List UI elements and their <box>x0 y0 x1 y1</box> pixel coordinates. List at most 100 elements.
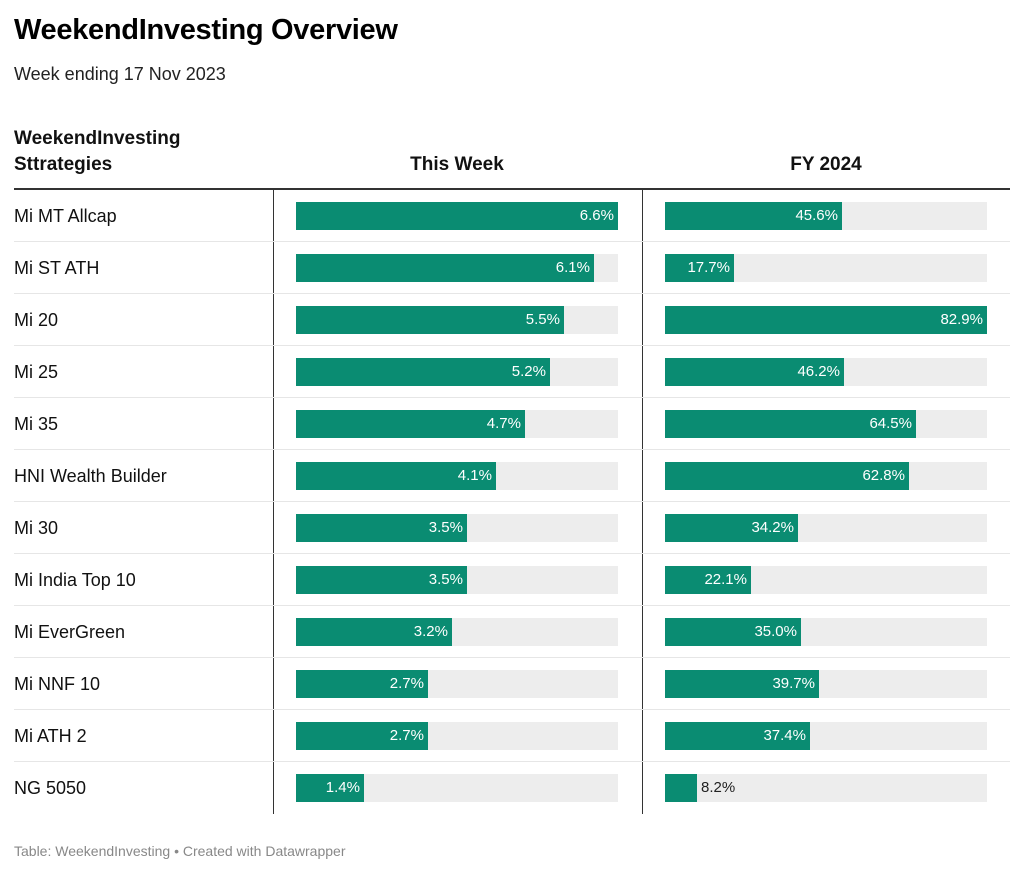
fy-value-label: 22.1% <box>704 571 747 588</box>
table-row: HNI Wealth Builder 4.1% 62.8% <box>14 450 1010 502</box>
fy-bar-track: 46.2% <box>665 358 987 386</box>
header-divider <box>14 188 1010 190</box>
column-divider-right <box>642 190 643 814</box>
table-row: Mi EverGreen 3.2% 35.0% <box>14 606 1010 658</box>
fy-bar-mi-mt-allcap <box>665 202 842 230</box>
week-bar-track: 4.7% <box>296 410 618 438</box>
fy-bar-mi-evergreen <box>665 618 801 646</box>
fy-bar-mi-20 <box>665 306 987 334</box>
fy-bar-mi-25 <box>665 358 844 386</box>
fy-bar-mi-st-ath <box>665 254 734 282</box>
week-value-label: 4.1% <box>457 467 492 484</box>
week-bar-mi-25 <box>296 358 550 386</box>
column-header-strategies: WeekendInvesting Sttrategies <box>14 128 181 175</box>
row-label-ng-5050: NG 5050 <box>14 778 87 798</box>
fy-bar-track: 37.4% <box>665 722 987 750</box>
week-value-label: 5.5% <box>525 311 560 328</box>
table-row: Mi 25 5.2% 46.2% <box>14 346 1010 398</box>
week-value-label: 3.5% <box>428 519 463 536</box>
fy-bar-mi-ath-2 <box>665 722 810 750</box>
table-row: NG 5050 1.4% 8.2% <box>14 762 1010 814</box>
row-label-mi-ath-2: Mi ATH 2 <box>14 726 87 746</box>
column-header-fy-2024: FY 2024 <box>790 154 862 175</box>
week-bar-track: 6.1% <box>296 254 618 282</box>
table-row: Mi 35 4.7% 64.5% <box>14 398 1010 450</box>
fy-bar-track: 39.7% <box>665 670 987 698</box>
week-value-label: 6.1% <box>555 259 590 276</box>
row-label-mi-35: Mi 35 <box>14 414 59 434</box>
table-body: Mi MT Allcap 6.6% 45.6% Mi ST ATH 6.1% 17.7% M… <box>14 190 1010 814</box>
week-value-label: 3.5% <box>428 571 463 588</box>
fy-bar-track: 64.5% <box>665 410 987 438</box>
fy-bar-ng-5050 <box>665 774 697 802</box>
table-row: Mi ATH 2 2.7% 37.4% <box>14 710 1010 762</box>
fy-value-label: 39.7% <box>772 675 815 692</box>
fy-bar-track: 34.2% <box>665 514 987 542</box>
fy-value-label: 17.7% <box>687 259 730 276</box>
row-label-mi-nnf-10: Mi NNF 10 <box>14 674 101 694</box>
week-bar-mi-st-ath <box>296 254 594 282</box>
week-bar-track: 1.4% <box>296 774 618 802</box>
row-label-mi-india-top-10: Mi India Top 10 <box>14 570 136 590</box>
table-row: Mi India Top 10 3.5% 22.1% <box>14 554 1010 606</box>
week-value-label: 6.6% <box>579 207 614 224</box>
fy-bar-track: 35.0% <box>665 618 987 646</box>
week-bar-track: 5.2% <box>296 358 618 386</box>
week-bar-track: 4.1% <box>296 462 618 490</box>
week-bar-track: 5.5% <box>296 306 618 334</box>
column-header-this-week: This Week <box>410 154 504 175</box>
fy-bar-track: 17.7% <box>665 254 987 282</box>
table-row: Mi 30 3.5% 34.2% <box>14 502 1010 554</box>
fy-bar-mi-30 <box>665 514 798 542</box>
fy-value-label: 45.6% <box>795 207 838 224</box>
week-bar-mi-20 <box>296 306 564 334</box>
week-bar-mi-ath-2 <box>296 722 428 750</box>
week-bar-mi-35 <box>296 410 525 438</box>
fy-bar-track: 62.8% <box>665 462 987 490</box>
fy-value-label: 37.4% <box>763 727 806 744</box>
fy-bar-mi-35 <box>665 410 916 438</box>
row-label-hni-wealth-builder: HNI Wealth Builder <box>14 466 167 486</box>
week-value-label: 5.2% <box>511 363 546 380</box>
week-bar-track: 3.5% <box>296 566 618 594</box>
week-value-label: 4.7% <box>486 415 521 432</box>
fy-bar-mi-india-top-10 <box>665 566 751 594</box>
week-bar-mi-evergreen <box>296 618 452 646</box>
week-value-label: 3.2% <box>413 623 448 640</box>
week-bar-track: 2.7% <box>296 670 618 698</box>
week-bar-track: 6.6% <box>296 202 618 230</box>
week-bar-track: 2.7% <box>296 722 618 750</box>
week-bar-mi-30 <box>296 514 467 542</box>
row-label-mi-mt-allcap: Mi MT Allcap <box>14 206 117 226</box>
week-value-label: 2.7% <box>389 675 424 692</box>
fy-bar-track: 45.6% <box>665 202 987 230</box>
fy-bar-mi-nnf-10 <box>665 670 819 698</box>
table-row: Mi NNF 10 2.7% 39.7% <box>14 658 1010 710</box>
week-value-label: 2.7% <box>389 727 424 744</box>
fy-value-label: 46.2% <box>797 363 840 380</box>
fy-bar-hni-wealth-builder <box>665 462 909 490</box>
row-label-mi-30: Mi 30 <box>14 518 59 538</box>
week-bar-mi-india-top-10 <box>296 566 467 594</box>
week-bar-hni-wealth-builder <box>296 462 496 490</box>
fy-bar-track: 22.1% <box>665 566 987 594</box>
week-bar-mi-nnf-10 <box>296 670 428 698</box>
table-row: Mi ST ATH 6.1% 17.7% <box>14 242 1010 294</box>
fy-value-label: 35.0% <box>754 623 797 640</box>
fy-value-label: 34.2% <box>751 519 794 536</box>
row-label-mi-20: Mi 20 <box>14 310 59 330</box>
week-bar-mi-mt-allcap <box>296 202 618 230</box>
row-label-mi-evergreen: Mi EverGreen <box>14 622 126 642</box>
fy-value-label: 62.8% <box>862 467 905 484</box>
chart-title: WeekendInvesting Overview <box>14 14 398 46</box>
column-divider-left <box>273 190 274 814</box>
row-label-mi-st-ath: Mi ST ATH <box>14 258 100 278</box>
table-row: Mi 20 5.5% 82.9% <box>14 294 1010 346</box>
week-bar-ng-5050 <box>296 774 364 802</box>
table-row: Mi MT Allcap 6.6% 45.6% <box>14 190 1010 242</box>
fy-value-label: 8.2% <box>701 779 736 796</box>
row-label-mi-25: Mi 25 <box>14 362 59 382</box>
week-bar-track: 3.5% <box>296 514 618 542</box>
week-bar-track: 3.2% <box>296 618 618 646</box>
fy-bar-track: 8.2% <box>665 774 987 802</box>
